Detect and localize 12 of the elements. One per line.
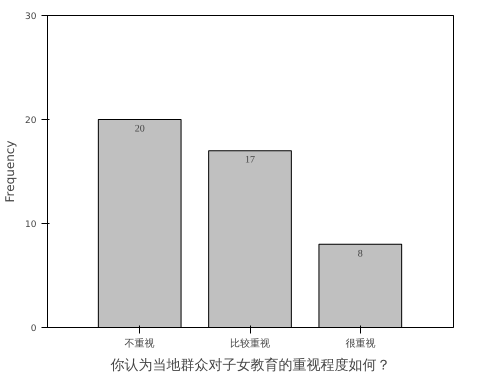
y-tick-label: 10 [25, 220, 37, 230]
y-tick-label: 0 [30, 324, 37, 334]
data-label: 20 [134, 124, 145, 134]
x-tick-label: 比较重视 [230, 338, 270, 350]
x-axis-title: 你认为当地群众对子女教育的重视程度如何？ [110, 356, 390, 374]
x-tick-label: 不重视 [124, 338, 155, 350]
y-axis-title: Frequency [3, 140, 18, 202]
data-label: 17 [245, 154, 256, 166]
y-tick-label: 20 [25, 116, 37, 126]
y-tick-label: 30 [25, 12, 37, 22]
x-tick-label: 很重视 [345, 338, 376, 350]
data-label: 8 [358, 248, 363, 260]
